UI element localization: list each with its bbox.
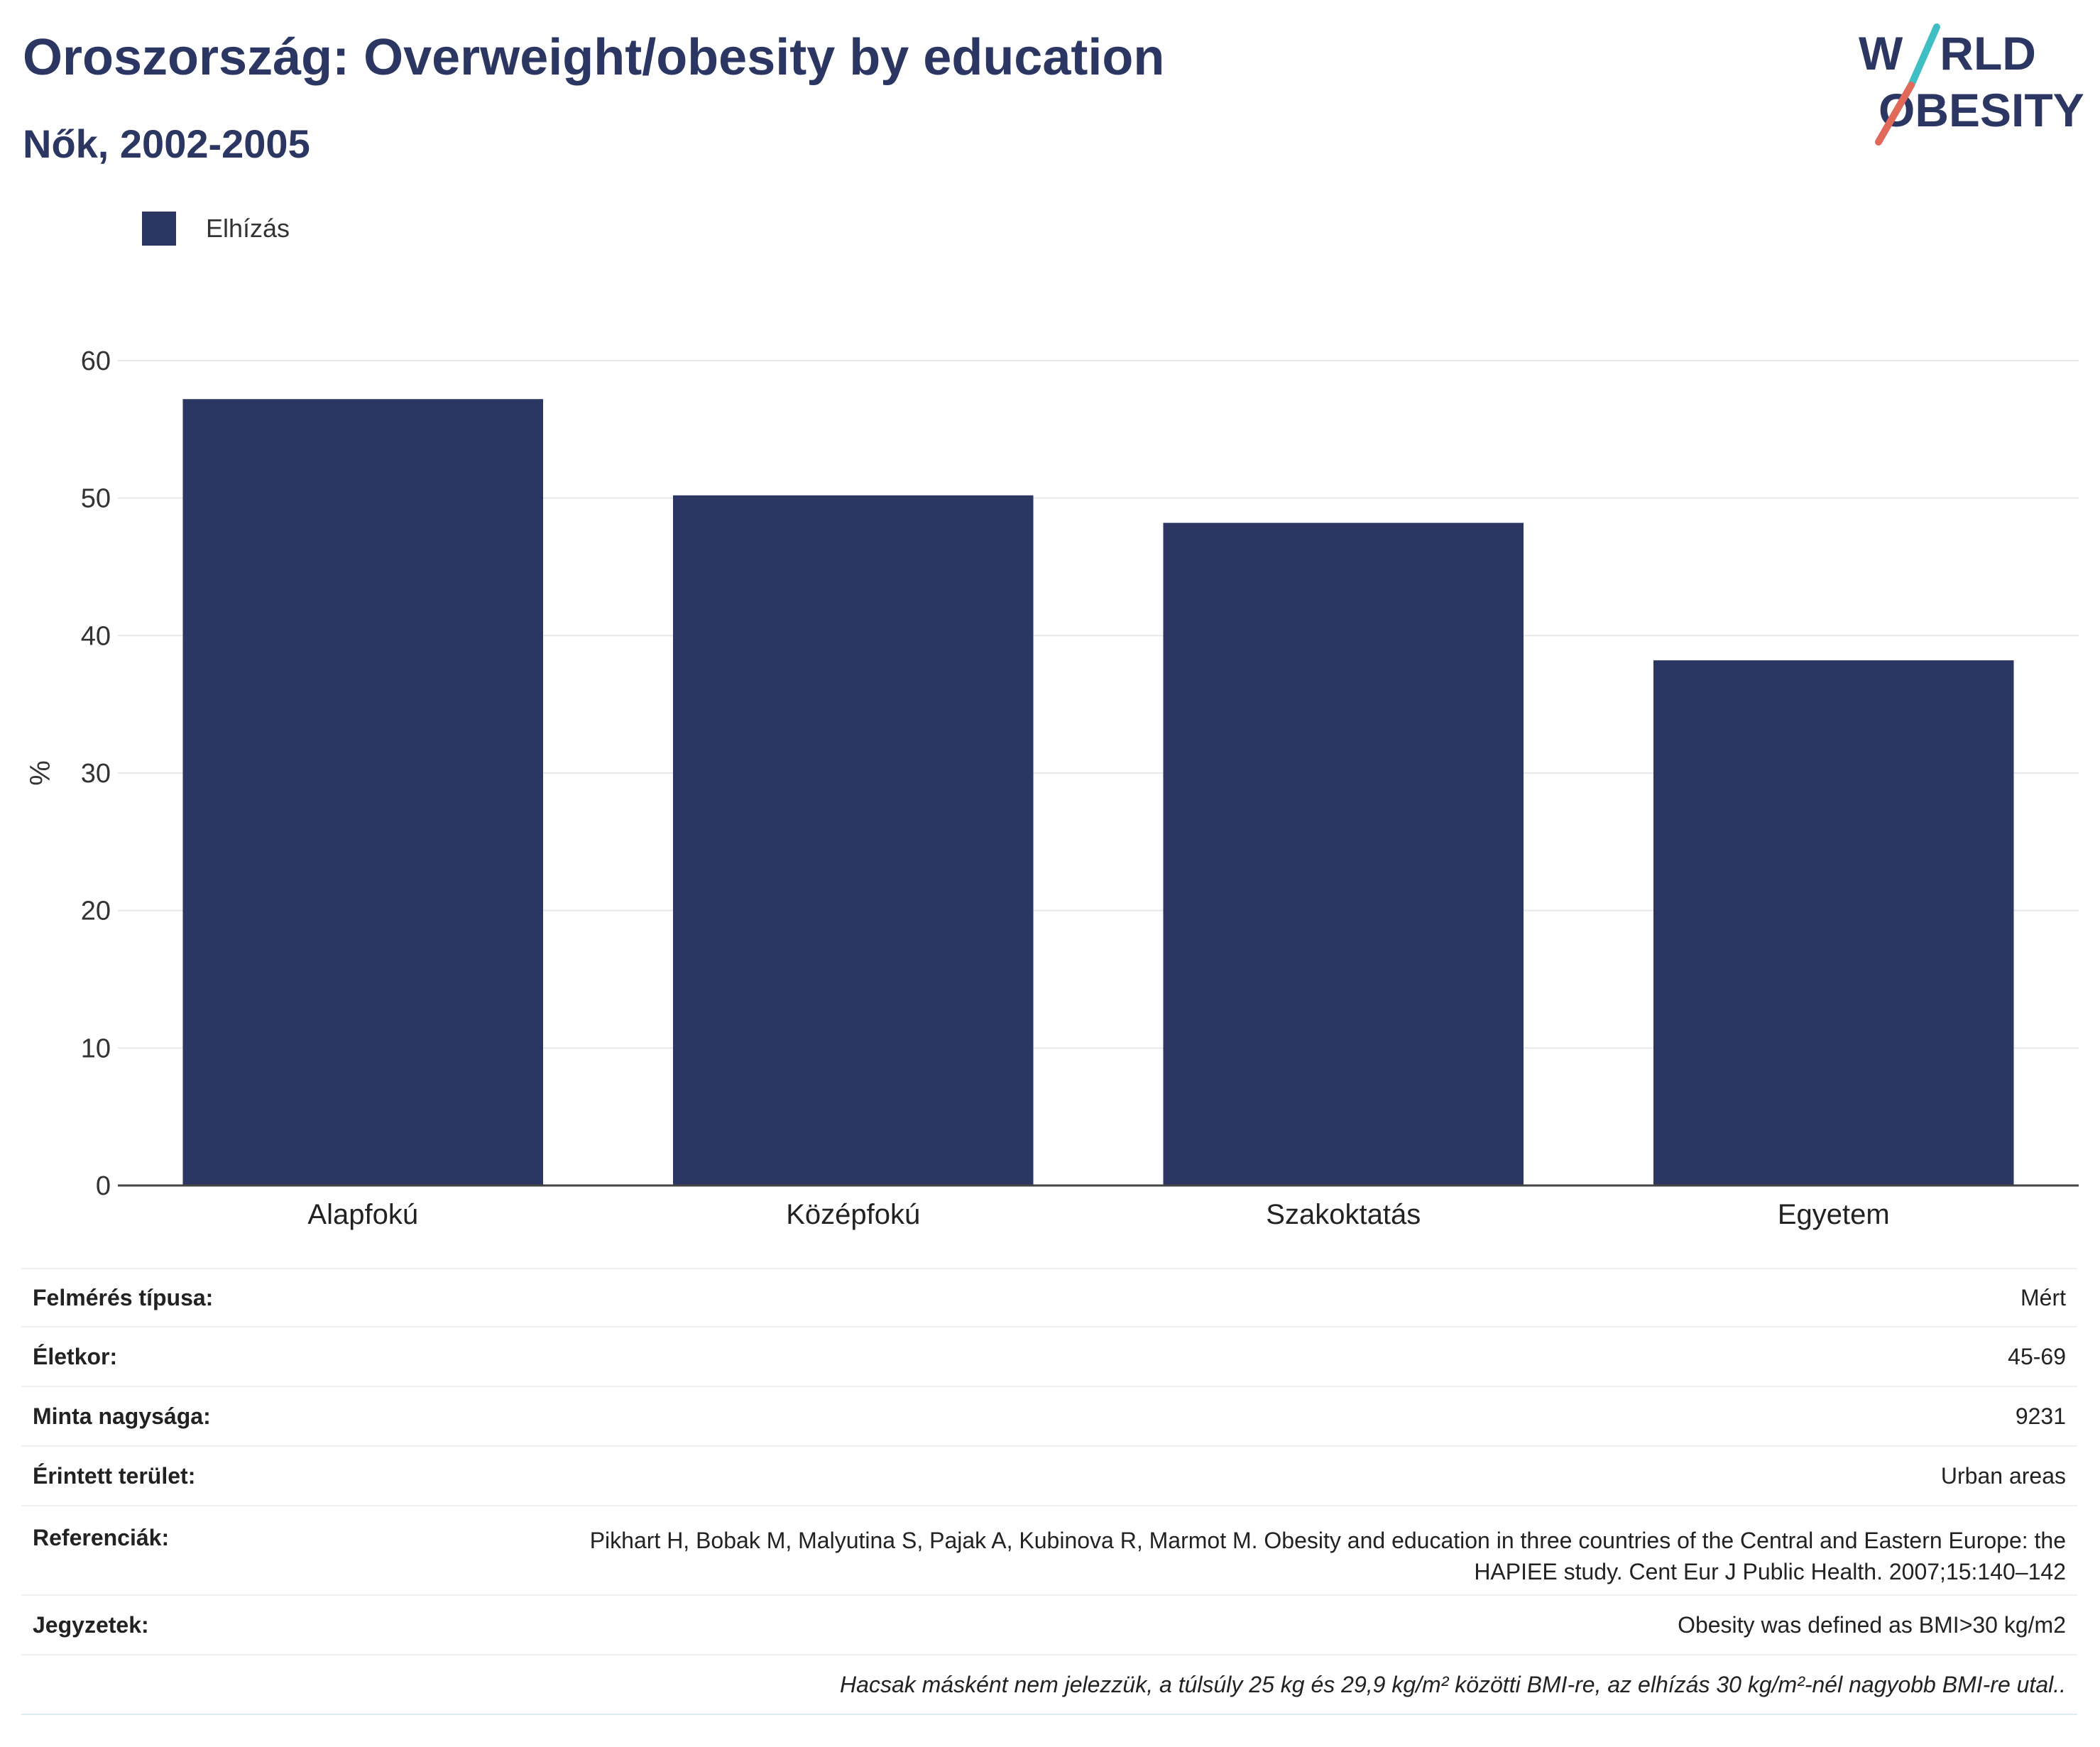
y-tick-label: 50 [81, 484, 111, 514]
logo-letters-rld: RLD [1940, 27, 2036, 80]
meta-row-footnote: Hacsak másként nem jelezzük, a túlsúly 2… [21, 1655, 2077, 1715]
chart-title: Oroszország: Overweight/obesity by educa… [23, 29, 1165, 86]
legend-swatch [142, 212, 176, 246]
x-tick-label: Szakoktatás [1266, 1199, 1421, 1230]
logo-letters-besity: BESITY [1915, 84, 2084, 136]
meta-row-notes: Jegyzetek: Obesity was defined as BMI>30… [21, 1596, 2077, 1655]
meta-row-age: Életkor: 45-69 [21, 1327, 2077, 1387]
meta-label: Felmérés típusa: [33, 1284, 214, 1310]
meta-label: Referenciák: [33, 1525, 170, 1550]
y-tick-label: 30 [81, 759, 111, 789]
meta-value: Pikhart H, Bobak M, Malyutina S, Pajak A… [589, 1528, 2066, 1584]
bar-chart: 0 10 20 30 40 50 60% Alapfokú Középfokú Szakoktat… [25, 346, 2079, 1230]
legend-label: Elhízás [206, 214, 290, 243]
y-tick-label: 60 [81, 346, 111, 376]
meta-row-area: Érintett terület: Urban areas [21, 1447, 2077, 1506]
y-tick-label: 20 [81, 897, 111, 926]
x-tick-label: Alapfokú [307, 1199, 418, 1230]
meta-label: Érintett terület: [33, 1462, 196, 1489]
y-tick-label: 10 [81, 1034, 111, 1063]
logo-letter-w: W [1859, 27, 1903, 80]
bar-egyetem[interactable] [1653, 660, 2014, 1185]
meta-row-sample-size: Minta nagysága: 9231 [21, 1387, 2077, 1447]
footnote: Hacsak másként nem jelezzük, a túlsúly 2… [840, 1671, 2066, 1697]
meta-value: Mért [2020, 1284, 2066, 1310]
y-tick-label: 40 [81, 621, 111, 651]
y-tick-label: 0 [96, 1171, 111, 1201]
meta-row-references: Referenciák: Pikhart H, Bobak M, Malyuti… [21, 1506, 2077, 1596]
meta-value: Obesity was defined as BMI>30 kg/m2 [1678, 1611, 2066, 1638]
x-tick-label: Egyetem [1778, 1199, 1890, 1230]
meta-row-survey-type: Felmérés típusa: Mért [21, 1269, 2077, 1327]
bar-szakoktatás[interactable] [1163, 522, 1524, 1185]
bar-alapfokú[interactable] [182, 399, 544, 1185]
y-axis-title: % [25, 760, 56, 786]
bar-középfokú[interactable] [672, 495, 1034, 1185]
meta-label: Életkor: [33, 1343, 118, 1369]
meta-label: Minta nagysága: [33, 1403, 211, 1429]
metadata-table: Felmérés típusa: Mért Életkor: 45-69 Min… [21, 1268, 2077, 1715]
meta-value: 45-69 [2008, 1343, 2066, 1369]
meta-label: Jegyzetek: [33, 1611, 149, 1638]
logo-slash-bottom [1875, 82, 1915, 146]
x-tick-label: Középfokú [786, 1199, 920, 1230]
legend: Elhízás [142, 210, 290, 247]
chart-subtitle: Nők, 2002-2005 [23, 121, 310, 166]
meta-value: Urban areas [1940, 1462, 2066, 1489]
logo-slash-top [1908, 23, 1940, 89]
meta-value: 9231 [2015, 1403, 2066, 1429]
